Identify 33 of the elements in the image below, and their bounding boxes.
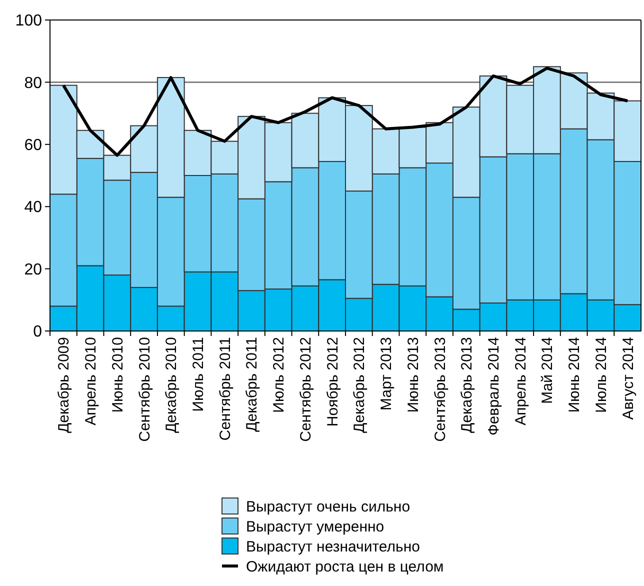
x-tick-label: Декабрь 2013	[458, 337, 476, 434]
x-tick-label: Сентябрь 2012	[297, 337, 314, 442]
x-tick-label: Ноябрь 2012	[324, 337, 342, 427]
x-tick-label: Июль 2014	[592, 337, 610, 413]
x-tick-label: Сентябрь 2010	[136, 337, 154, 442]
x-tick-label: Май 2014	[539, 337, 556, 404]
y-tick-label: 80	[24, 74, 42, 92]
legend-label: Вырастут незначительно	[246, 538, 420, 556]
x-tick-label: Декабрь 2009	[56, 337, 73, 434]
x-tick-label: Июнь 2013	[404, 337, 422, 413]
line-series	[62, 66, 630, 157]
y-tick-label: 60	[24, 137, 42, 154]
x-tick-label: Август 2014	[620, 337, 637, 420]
y-tick-label: 20	[24, 261, 42, 278]
x-tick-label: Сентябрь 2013	[432, 337, 449, 442]
legend-label: Ожидают роста цен в целом	[246, 558, 444, 576]
legend-label: Вырастут очень сильно	[246, 498, 410, 516]
y-tick-label: 0	[33, 324, 42, 341]
y-tick-label: 100	[15, 12, 42, 30]
legend-label: Вырастут умеренно	[246, 518, 384, 536]
x-tick-label: Июль 2012	[270, 337, 288, 413]
y-tick-label: 40	[24, 199, 42, 216]
x-tick-label: Март 2013	[378, 337, 396, 410]
x-tick-label: Апрель 2014	[512, 337, 530, 426]
x-tick-label: Июль 2011	[190, 337, 207, 412]
x-tick-label: Сентябрь 2011	[216, 337, 234, 441]
x-tick-label: Февраль 2014	[486, 337, 502, 436]
x-tick-label: Апрель 2010	[82, 337, 100, 426]
x-tick-label: Декабрь 2010	[163, 337, 180, 434]
x-tick-label: Июнь 2014	[566, 337, 584, 413]
x-tick-label: Декабрь 2012	[351, 337, 368, 434]
x-tick-label: Июнь 2010	[109, 337, 126, 413]
x-tick-label: Декабрь 2011	[244, 337, 261, 432]
